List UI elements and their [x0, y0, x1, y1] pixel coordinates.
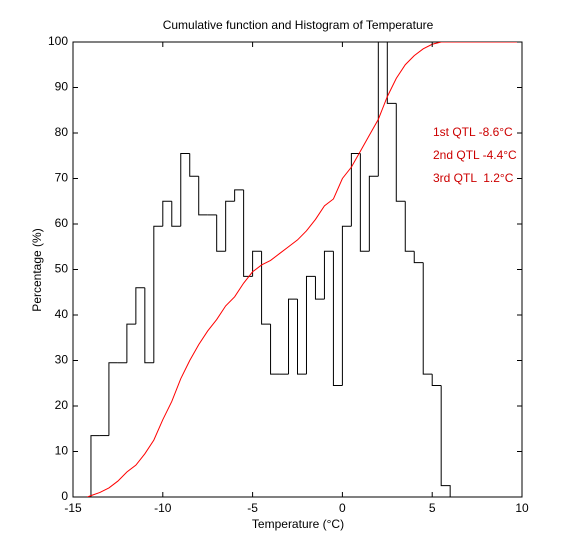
histogram-step [126, 323, 136, 363]
histogram-step [162, 200, 172, 227]
y-tick-label: 70 [55, 171, 69, 185]
x-tick-label: 10 [515, 501, 529, 515]
y-tick-label: 60 [55, 216, 69, 230]
histogram-step [440, 385, 451, 497]
histogram-step [270, 324, 280, 375]
histogram-step [144, 287, 154, 364]
annotation: 2nd QTL -4.4°C [433, 148, 517, 162]
y-tick-label: 40 [55, 307, 69, 321]
y-tick-label: 100 [48, 34, 68, 48]
histogram-step [243, 189, 253, 277]
histogram-step [359, 153, 370, 252]
histogram-step [180, 152, 190, 227]
histogram-step [332, 251, 343, 387]
histogram-step [305, 275, 316, 375]
x-tick-label: -10 [154, 501, 172, 515]
cumulative [87, 42, 522, 497]
chart-title: Cumulative function and Histogram of Tem… [163, 18, 434, 32]
histogram-step [413, 251, 424, 264]
histogram-step [234, 189, 244, 202]
y-tick-label: 10 [55, 444, 69, 458]
histogram-step [216, 214, 226, 252]
histogram-step [252, 250, 262, 277]
histogram-step [225, 200, 235, 252]
histogram-step [314, 276, 325, 300]
histogram-step [297, 299, 307, 375]
y-axis-label: Percentage (%) [30, 228, 44, 311]
annotation: 3rd QTL 1.2°C [433, 171, 514, 185]
y-tick-label: 0 [61, 489, 68, 503]
y-tick-label: 90 [55, 80, 69, 94]
y-tick-label: 50 [55, 262, 69, 276]
histogram [90, 42, 451, 497]
histogram-step [395, 103, 406, 202]
histogram-step [198, 176, 208, 216]
histogram-step [171, 201, 181, 227]
histogram-step [153, 225, 163, 363]
y-tick-label: 80 [55, 125, 69, 139]
histogram-step [261, 251, 271, 325]
histogram-step [341, 225, 352, 386]
x-tick-label: 0 [339, 501, 346, 515]
histogram-step [288, 298, 298, 375]
histogram-step [189, 153, 199, 177]
x-tick-label: 5 [429, 501, 436, 515]
x-tick-label: -15 [64, 501, 82, 515]
histogram-step [368, 175, 379, 252]
y-tick-label: 20 [55, 398, 69, 412]
histogram-step [377, 42, 379, 177]
plot-area [72, 41, 523, 498]
histogram-step [422, 262, 433, 375]
x-tick-label: -5 [247, 501, 258, 515]
histogram-step [323, 250, 334, 300]
histogram-step [431, 374, 442, 387]
y-tick-label: 30 [55, 353, 69, 367]
histogram-step [350, 152, 361, 227]
cumulative-line [87, 42, 522, 497]
x-axis-label: Temperature (°C) [252, 517, 344, 531]
histogram-step [135, 287, 145, 325]
histogram-step [90, 435, 100, 497]
histogram-step [108, 362, 118, 436]
histogram-step [386, 42, 397, 104]
histogram-step [404, 201, 415, 252]
annotation: 1st QTL -8.6°C [433, 125, 513, 139]
